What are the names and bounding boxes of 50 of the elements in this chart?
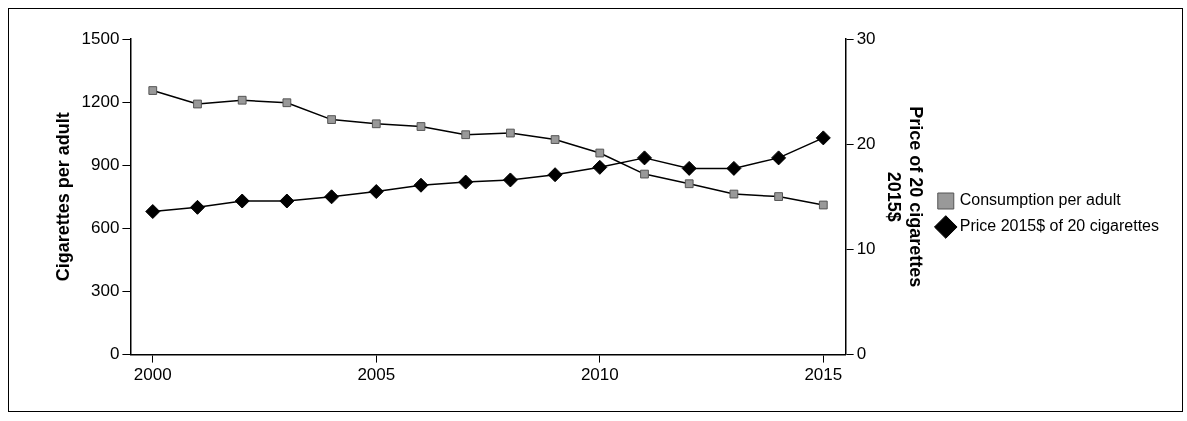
point [324,189,340,205]
point [818,200,828,210]
point [327,115,336,124]
point [371,119,381,129]
point [729,189,739,199]
point [234,193,250,209]
point [189,199,205,215]
y-tick-label: 900 [91,154,120,174]
point [237,95,247,105]
y2-tick-label: 20 [856,133,876,153]
x-tick-label: 2015 [804,365,843,385]
y-tick-label: 0 [109,344,120,364]
point [502,172,518,188]
point [193,99,202,109]
point [506,128,515,138]
point [148,86,158,95]
x-tick-label: 2000 [133,365,172,385]
point [684,179,694,189]
y2-axis-title: Price of 20 cigarettes 2015$ [884,106,926,288]
point [726,160,742,176]
x-tick-label: 2005 [357,365,396,385]
point [416,122,426,131]
y-tick-label: 600 [91,218,120,238]
point [145,204,161,220]
y2-tick-label: 10 [856,239,876,259]
point [637,150,652,166]
point [458,174,474,190]
y-axis-title: Cigarettes per adult [52,112,73,282]
point [595,148,605,158]
point [815,130,831,146]
point [681,160,697,176]
point [592,159,608,175]
point [547,167,563,183]
legend-label: Price 2015$ of 20 cigarettes [959,217,1159,235]
point [279,193,295,209]
y-tick-label: 300 [91,281,120,301]
legend-label: Consumption per adult [959,191,1122,209]
x-tick-label: 2010 [580,365,619,385]
y2-tick-label: 0 [856,344,867,364]
y2-tick-label: 30 [856,28,876,48]
y-tick-label: 1500 [81,28,120,48]
point [413,177,429,193]
point [368,184,384,200]
point [640,169,649,179]
y-tick-label: 1200 [81,91,120,111]
point [461,130,471,140]
point [774,192,783,201]
point [771,150,787,166]
point [550,135,560,144]
point [282,98,292,108]
